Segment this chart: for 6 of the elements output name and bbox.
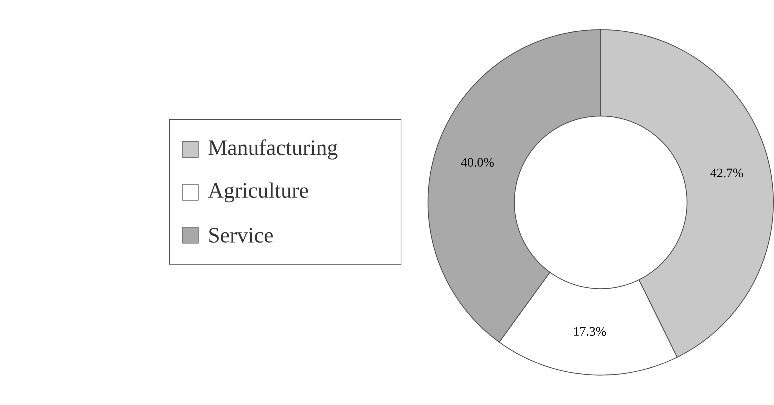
data-label: 42.7% — [710, 168, 744, 178]
legend-label: Manufacturing — [208, 140, 338, 160]
data-label: 40.0% — [461, 158, 494, 167]
legend-label: Agriculture — [208, 182, 308, 202]
data-label: 17.3% — [574, 327, 606, 336]
legend-label: Service — [210, 228, 273, 243]
